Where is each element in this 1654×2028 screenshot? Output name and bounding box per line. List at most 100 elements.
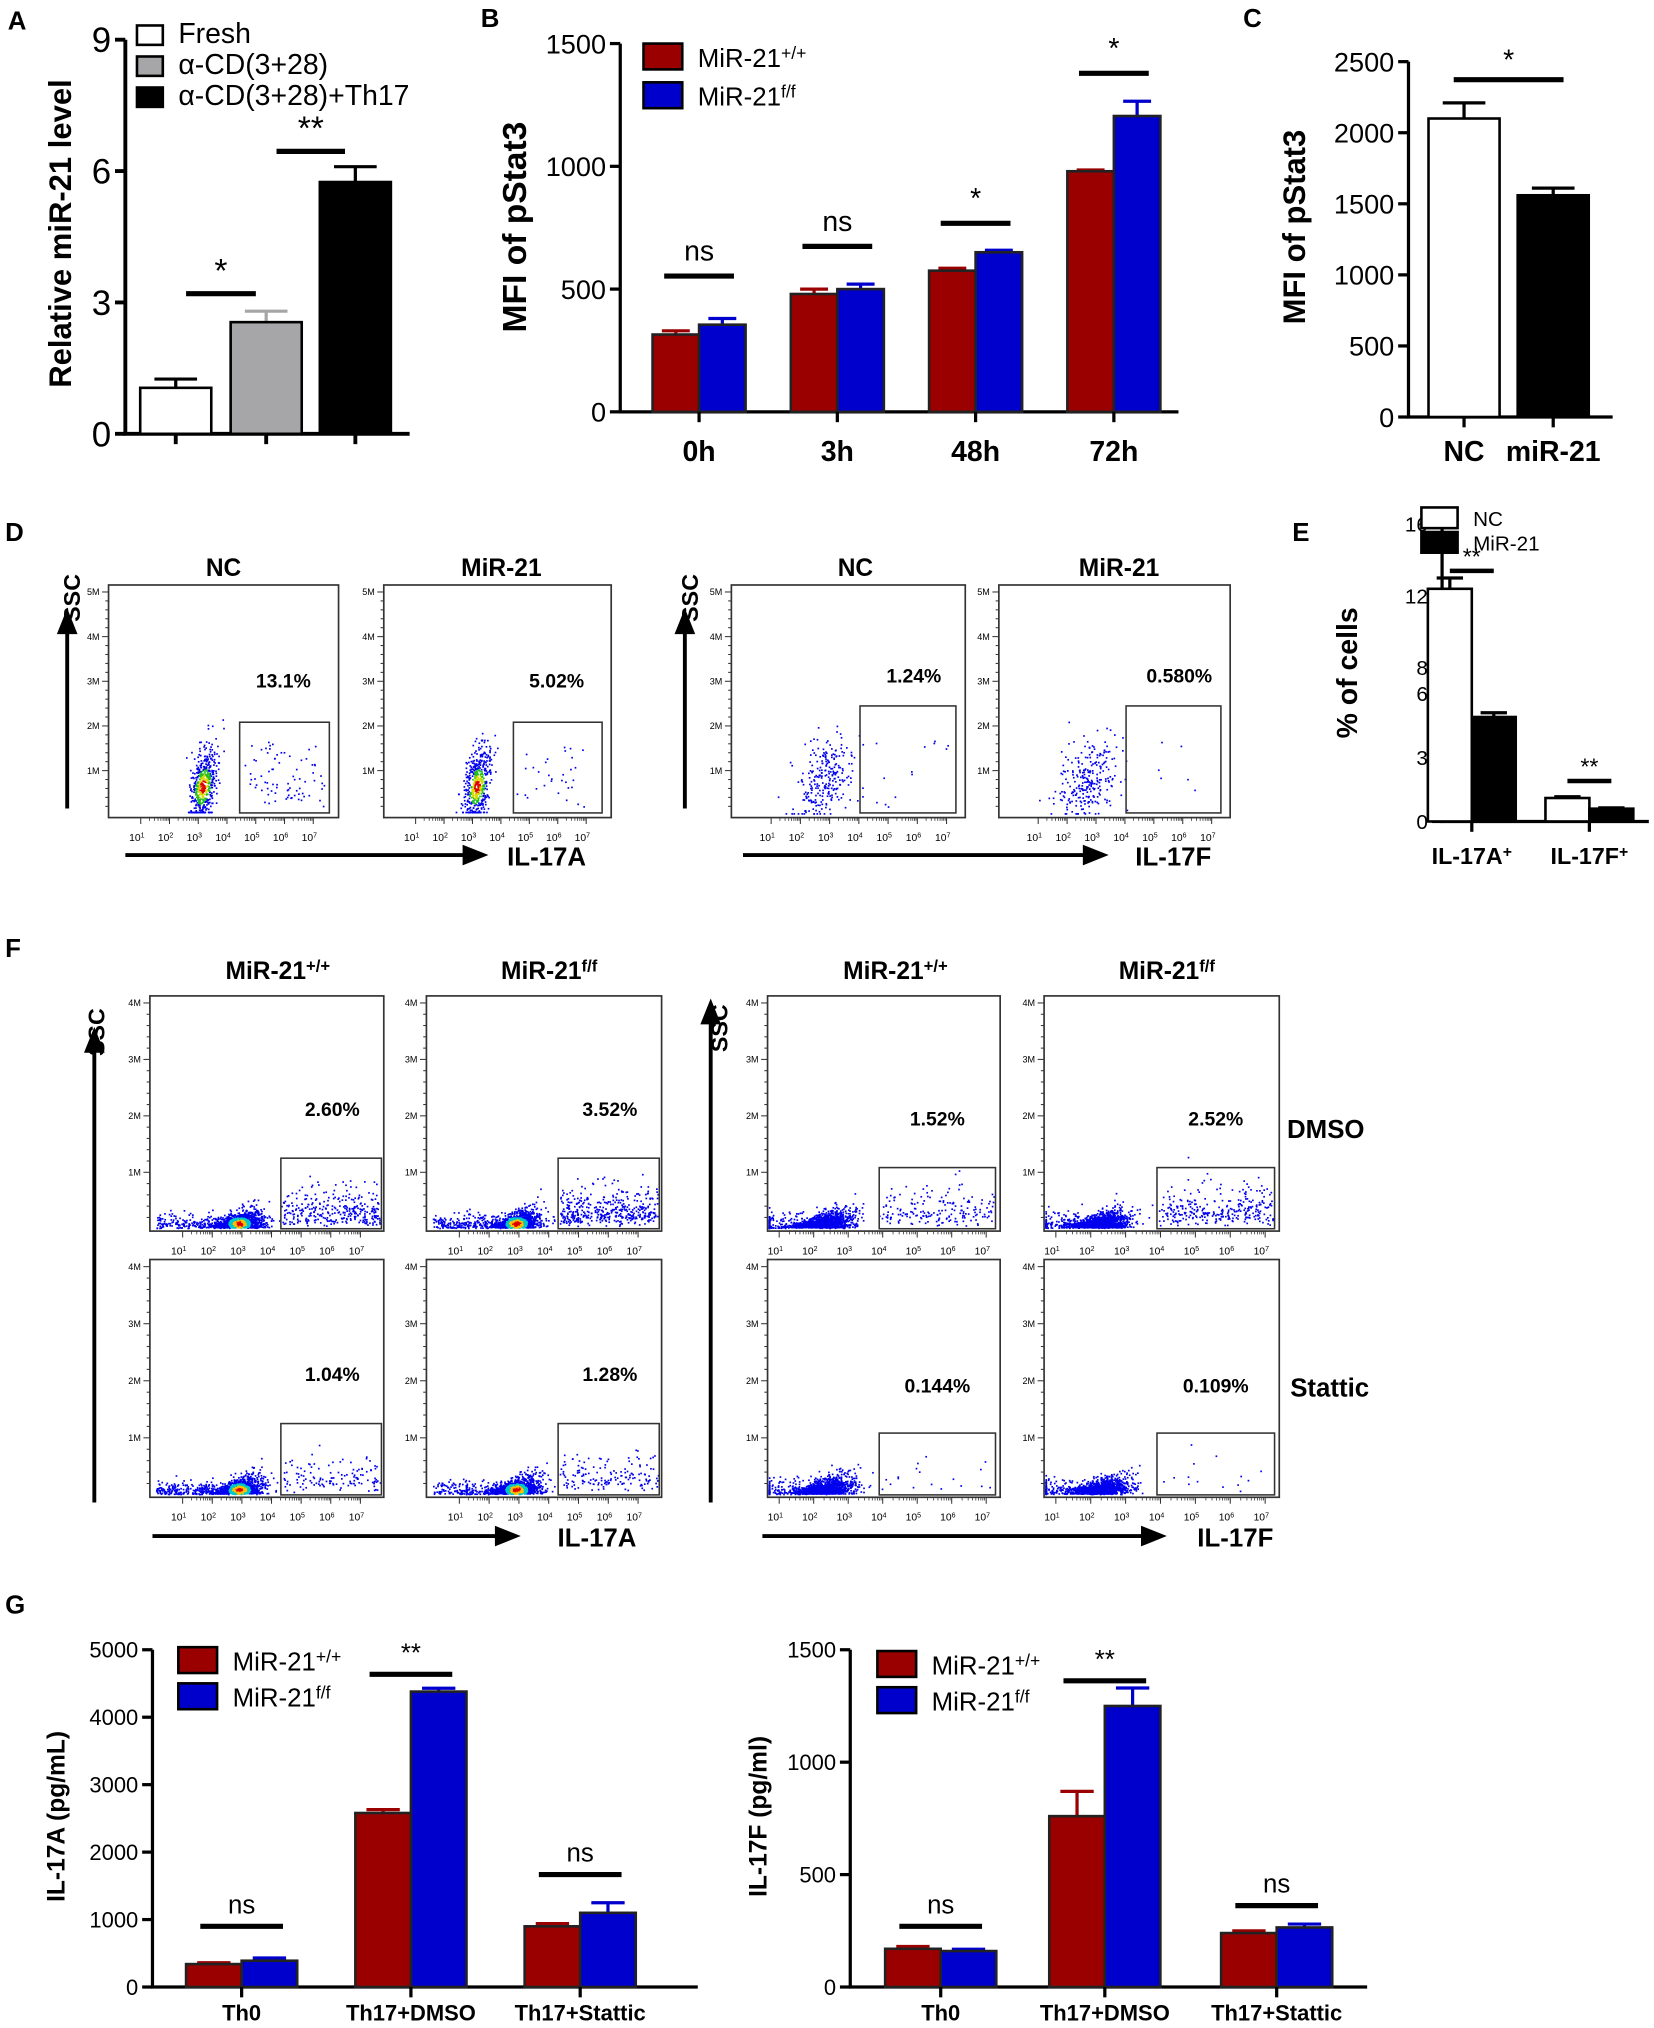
event-dot [1082,797,1084,799]
event-dot [571,787,573,789]
event-dot [308,795,310,797]
event-dot [334,1207,336,1209]
ssc-axis-label: SSC [677,574,703,622]
event-dot [1103,763,1105,765]
event-dot [297,1219,299,1221]
event-dot [850,777,852,779]
event-dot [183,1224,185,1226]
event-dot [1067,770,1069,772]
event-dot [469,757,471,759]
event-dot [1073,741,1075,743]
event-dot [478,760,480,762]
event-dot [851,752,853,754]
event-dot [157,1219,159,1221]
event-dot [296,790,298,792]
event-dot [846,747,848,749]
event-dot [309,1208,311,1210]
label-superscript: 6 [1183,833,1187,840]
event-dot [346,1190,348,1192]
y-tick-label: 1M [977,766,990,776]
event-dot [206,808,208,810]
y-tick-label: 1500 [1334,189,1394,220]
event-dot [360,1211,362,1213]
event-dot [582,749,584,751]
event-dot [224,1224,226,1226]
event-dot [202,771,204,773]
event-dot [474,767,476,769]
label-base: 10 [1142,833,1154,844]
event-dot [793,813,795,815]
event-dot [806,793,808,795]
significance-label: ** [1580,753,1598,779]
event-dot [1106,757,1108,759]
event-dot [472,779,474,781]
event-dot [251,745,253,747]
event-dot [315,1206,317,1208]
event-dot [204,771,206,773]
event-dot [367,1224,369,1226]
event-dot [809,784,811,786]
significance-label: ns [567,1840,594,1868]
event-dot [831,754,833,756]
event-dot [820,801,822,803]
flow-plot: 1M2M3M4M101 102 103 104 105 106 1072.60% [128,996,383,1257]
label-superscript: 4 [1125,833,1129,840]
bar [929,271,976,412]
event-dot [819,813,821,815]
event-dot [536,788,538,790]
event-dot [204,789,206,791]
event-dot [475,803,477,805]
event-dot [203,760,205,762]
event-dot [809,761,811,763]
event-dot [822,795,824,797]
significance-label: ns [684,236,714,268]
event-dot [298,793,300,795]
event-dot [476,772,478,774]
event-dot [1082,793,1084,795]
event-dot [833,789,835,791]
event-dot [438,1223,440,1225]
event-dot [825,755,827,757]
event-dot [232,1219,234,1221]
event-dot [179,1227,181,1229]
event-dot [473,796,475,798]
event-dot [199,809,201,811]
event-dot [1100,789,1102,791]
event-dot [1087,786,1089,788]
event-dot [488,771,490,773]
event-dot [439,1228,441,1230]
event-dot [307,1195,309,1197]
event-dot [487,740,489,742]
label-base: IL-17A [1432,843,1503,869]
event-dot [486,760,488,762]
x-category-label: Th17+DMSO [1040,2001,1170,2026]
event-dot [798,813,800,815]
event-dot [205,781,207,783]
event-dot [229,1224,231,1226]
y-tick-label: 1M [362,766,375,776]
event-dot [839,779,841,781]
event-dot [213,774,215,776]
significance-label: ns [822,206,852,238]
event-dot [195,805,197,807]
label-superscript: 4 [549,1246,553,1253]
event-dot [474,805,476,807]
event-dot [480,774,482,776]
event-dot [831,799,833,801]
event-dot [203,775,205,777]
event-dot [239,1219,241,1221]
event-dot [536,1220,538,1222]
event-dot [293,1216,295,1218]
event-dot [839,784,841,786]
y-tick-label: 0 [591,397,606,428]
event-dot [453,1224,455,1226]
event-dot [477,785,479,787]
event-dot [235,1227,237,1229]
event-dot [189,812,191,814]
event-dot [818,776,820,778]
event-dot [199,800,201,802]
event-dot [157,1224,159,1226]
event-dot [364,1211,366,1213]
event-dot [839,755,841,757]
event-dot [208,788,210,790]
